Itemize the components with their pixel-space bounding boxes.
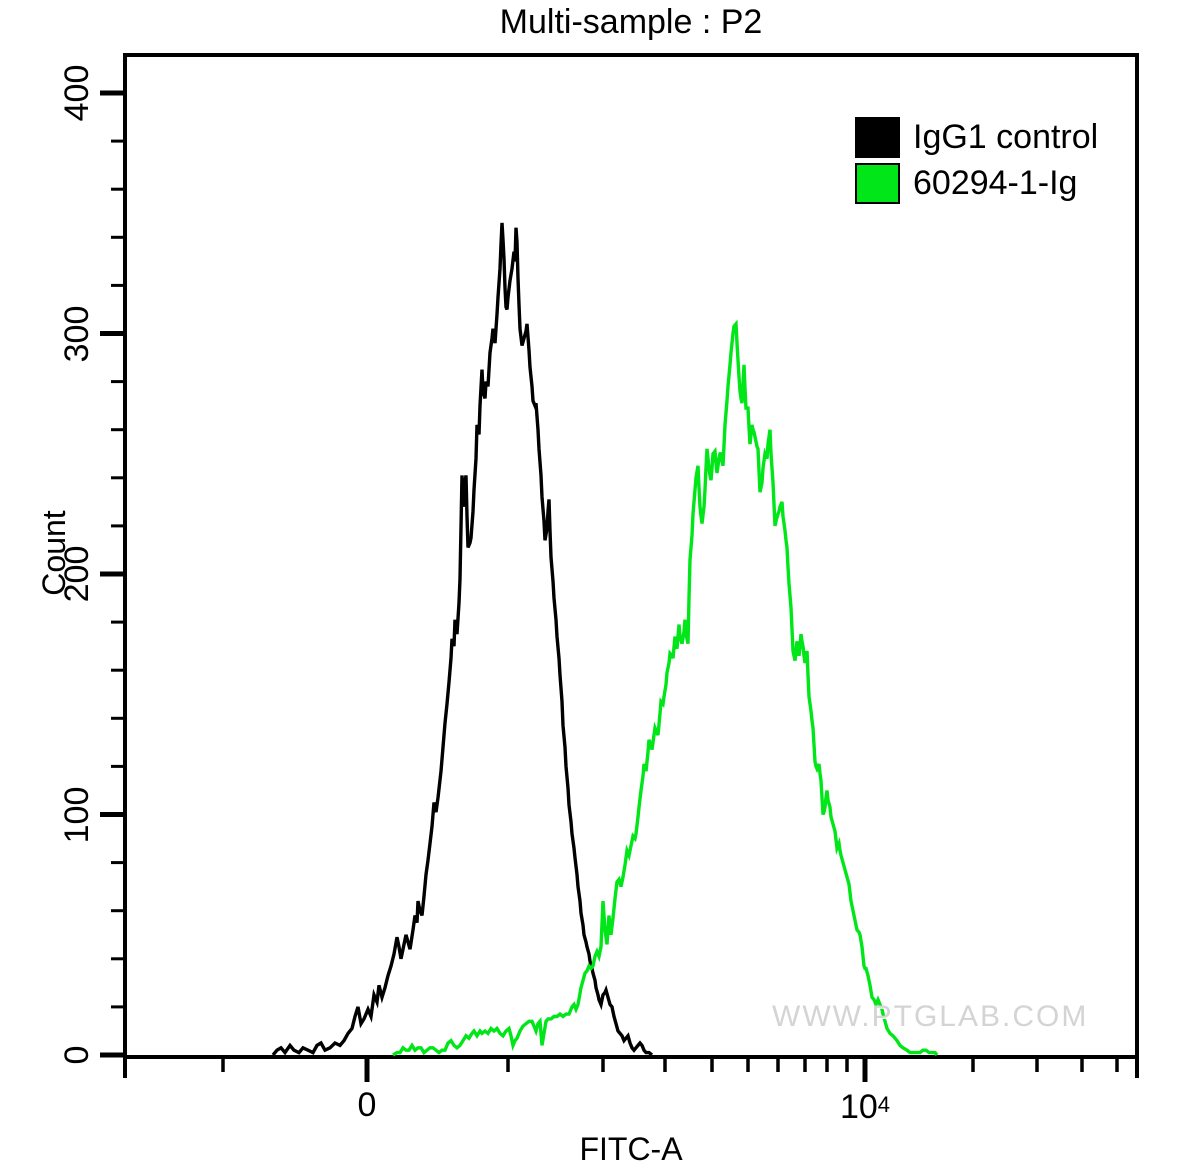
plot-border [123, 53, 1139, 1059]
legend-label-igg1-control: IgG1 control [913, 118, 1099, 156]
watermark: WWW.PTGLAB.COM [772, 1000, 1089, 1033]
y-tick-label-200: 200 [58, 545, 96, 603]
legend: IgG1 control 60294-1-Ig [855, 117, 1098, 209]
x-tick-label-0: 0 [357, 1086, 377, 1124]
legend-label-60294-1-ig: 60294-1-Ig [913, 164, 1078, 202]
y-tick-label-100: 100 [58, 786, 96, 843]
legend-item-60294-1-ig: 60294-1-Ig [855, 163, 1098, 204]
y-axis-ticks [100, 90, 125, 1058]
x-axis-ticks [123, 1057, 1139, 1082]
legend-swatch-60294-1-ig [855, 163, 900, 204]
x-axis-title: FITC-A [579, 1131, 683, 1167]
60294-1-ig-curve [392, 319, 939, 1057]
y-tick-label-0: 0 [58, 1045, 96, 1065]
x-tick-exponent: 4 [877, 1092, 891, 1117]
x-tick-label-10^4: 104 [839, 1088, 891, 1126]
y-tick-label-400: 400 [58, 64, 96, 122]
igg1-control-curve [271, 222, 654, 1057]
y-tick-label-300: 300 [58, 305, 96, 362]
legend-swatch-igg1-control [855, 117, 900, 158]
legend-item-igg1-control: IgG1 control [855, 117, 1098, 158]
chart-title: Multi-sample : P2 [499, 3, 763, 41]
